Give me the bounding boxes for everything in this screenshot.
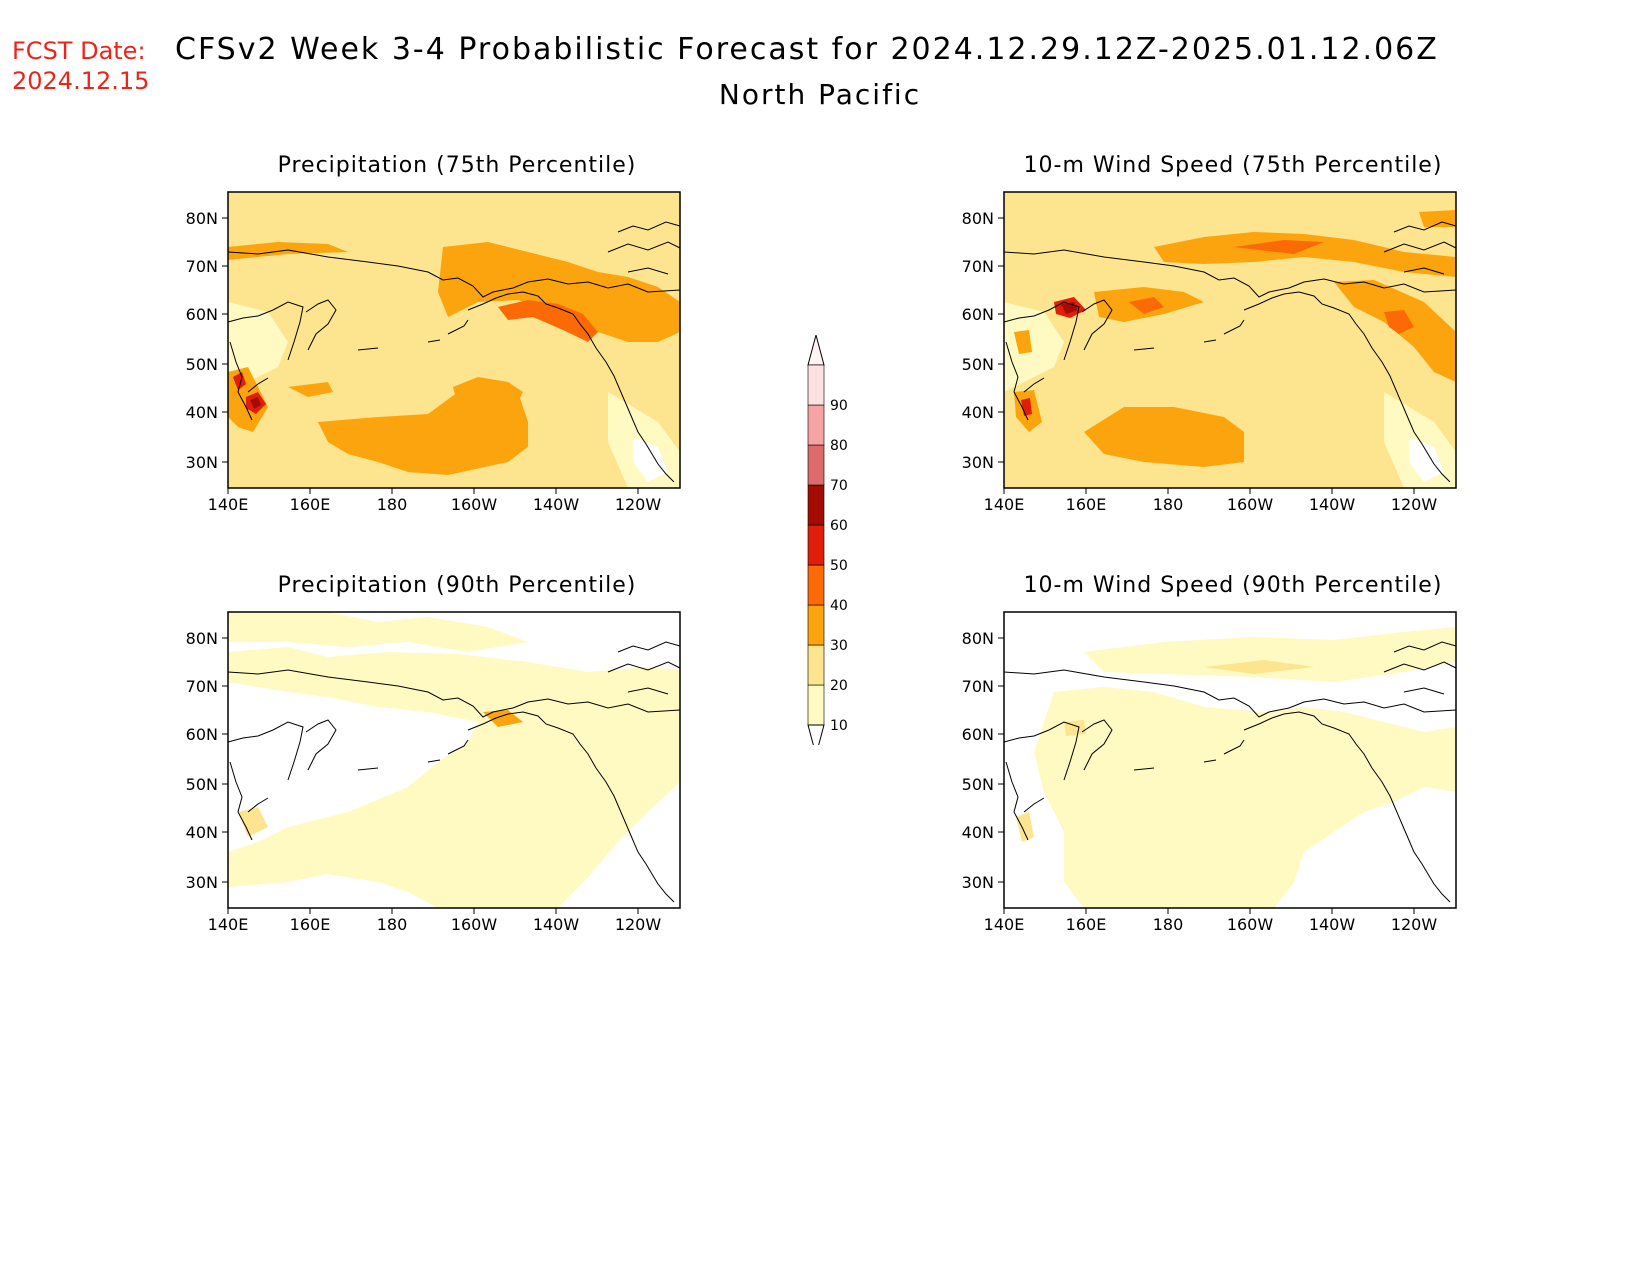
lon-label: 180 — [1153, 495, 1184, 514]
lat-label: 30N — [962, 873, 994, 892]
panel-title-wind-90: 10-m Wind Speed (90th Percentile) — [1023, 573, 1443, 598]
lat-label: 60N — [186, 725, 218, 744]
lon-label: 140E — [208, 495, 249, 514]
lon-label: 180 — [1153, 915, 1184, 934]
map-frame — [1003, 191, 1457, 489]
colorbar-label: 30 — [830, 638, 848, 654]
lon-label: 160W — [451, 915, 498, 934]
lon-label: 160W — [451, 495, 498, 514]
lat-label: 40N — [962, 403, 994, 422]
lat-label: 60N — [962, 725, 994, 744]
lat-label: 80N — [962, 209, 994, 228]
colorbar-top-arrow — [807, 335, 825, 366]
lon-label: 140E — [984, 915, 1025, 934]
colorbar-box — [807, 364, 825, 406]
lon-label: 140E — [208, 915, 249, 934]
lat-label: 50N — [186, 355, 218, 374]
colorbar-box — [807, 404, 825, 446]
lat-label: 80N — [962, 629, 994, 648]
colorbar-bottom-arrow — [807, 724, 825, 745]
coastline — [1003, 641, 1457, 903]
lon-label: 120W — [615, 495, 662, 514]
panel-title-precip-90: Precipitation (90th Percentile) — [277, 573, 637, 598]
colorbar-label: 90 — [830, 398, 848, 414]
map-panel-precip-90: 80N 70N 60N 50N 40N 30N 140E 160E 180 160W 140W 120… — [186, 611, 681, 934]
lon-label: 140W — [1309, 495, 1356, 514]
coastline — [227, 221, 681, 483]
lon-label: 160E — [1066, 495, 1107, 514]
colorbar-label: 80 — [830, 438, 848, 454]
map-frame — [1003, 611, 1457, 909]
map-frame — [227, 191, 681, 489]
lon-label: 160W — [1227, 495, 1274, 514]
colorbar-box — [807, 524, 825, 566]
lat-label: 30N — [962, 453, 994, 472]
lon-label: 120W — [1391, 915, 1438, 934]
map-panel-precip-75: 80N 70N 60N 50N 40N 30N 140E 160E 180 160W 140W 120… — [186, 191, 681, 514]
map-panel-wind-75: 80N 70N 60N 50N 40N 30N 140E 160E 180 160W 140W 120… — [962, 191, 1457, 514]
lat-label: 40N — [186, 403, 218, 422]
colorbar-box — [807, 484, 825, 526]
map-panel-wind-90: 80N 70N 60N 50N 40N 30N 140E 160E 180 160W 140W 120… — [962, 611, 1457, 934]
lat-label: 50N — [962, 775, 994, 794]
colorbar-label: 10 — [830, 718, 848, 734]
colorbar-label: 50 — [830, 558, 848, 574]
map-field-2 — [228, 612, 680, 908]
region-subtitle: North Pacific — [718, 78, 922, 111]
lat-label: 70N — [962, 677, 994, 696]
lon-label: 160W — [1227, 915, 1274, 934]
lat-label: 80N — [186, 629, 218, 648]
lon-label: 160E — [1066, 915, 1107, 934]
colorbar-box — [807, 644, 825, 686]
lon-label: 180 — [377, 495, 408, 514]
coastline — [1003, 221, 1457, 483]
coastline — [227, 641, 681, 903]
lat-label: 50N — [962, 355, 994, 374]
lat-label: 30N — [186, 453, 218, 472]
lat-label: 60N — [962, 305, 994, 324]
colorbar-box — [807, 564, 825, 606]
lat-label: 70N — [186, 257, 218, 276]
fcst-label: FCST Date: — [12, 37, 146, 65]
lat-label: 70N — [962, 257, 994, 276]
colorbar-box — [807, 444, 825, 486]
lat-label: 40N — [962, 823, 994, 842]
lon-label: 120W — [1391, 495, 1438, 514]
page-title: CFSv2 Week 3-4 Probabilistic Forecast fo… — [175, 32, 1439, 67]
lon-label: 160E — [290, 915, 331, 934]
lon-label: 140W — [533, 495, 580, 514]
fcst-date: 2024.12.15 — [12, 67, 150, 95]
lat-label: 80N — [186, 209, 218, 228]
colorbar-box — [807, 604, 825, 646]
lat-label: 60N — [186, 305, 218, 324]
colorbar-label: 70 — [830, 478, 848, 494]
lon-label: 140E — [984, 495, 1025, 514]
colorbar-label: 20 — [830, 678, 848, 694]
map-field-0 — [228, 192, 680, 488]
panel-title-wind-75: 10-m Wind Speed (75th Percentile) — [1023, 153, 1443, 178]
colorbar-label: 60 — [830, 518, 848, 534]
map-field-1 — [1004, 192, 1456, 488]
lon-label: 140W — [533, 915, 580, 934]
colorbar-box — [807, 684, 825, 726]
map-field-3 — [1004, 612, 1456, 908]
lat-label: 30N — [186, 873, 218, 892]
lon-label: 120W — [615, 915, 662, 934]
colorbar-label: 40 — [830, 598, 848, 614]
lat-label: 40N — [186, 823, 218, 842]
lon-label: 140W — [1309, 915, 1356, 934]
lat-label: 70N — [186, 677, 218, 696]
panel-title-precip-75: Precipitation (75th Percentile) — [277, 153, 637, 178]
lat-label: 50N — [186, 775, 218, 794]
lon-label: 160E — [290, 495, 331, 514]
fcst-date-label: FCST Date: 2024.12.15 — [12, 36, 149, 96]
map-frame — [227, 611, 681, 909]
colorbar: 10 20 30 40 50 60 70 80 90 — [807, 335, 848, 745]
lon-label: 180 — [377, 915, 408, 934]
